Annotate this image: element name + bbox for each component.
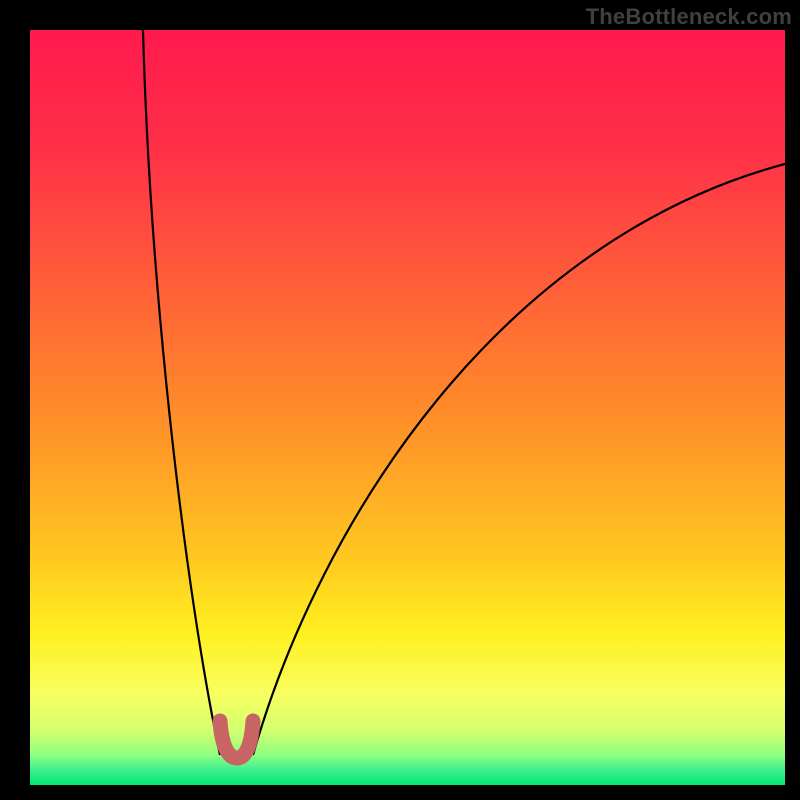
curve-trough bbox=[220, 721, 253, 758]
curve-layer bbox=[30, 30, 785, 785]
curve-right-branch bbox=[253, 164, 785, 755]
attribution-text: TheBottleneck.com bbox=[586, 4, 792, 30]
chart-frame: TheBottleneck.com bbox=[0, 0, 800, 800]
plot-gradient-area bbox=[30, 30, 785, 785]
curve-left-branch bbox=[143, 30, 220, 755]
